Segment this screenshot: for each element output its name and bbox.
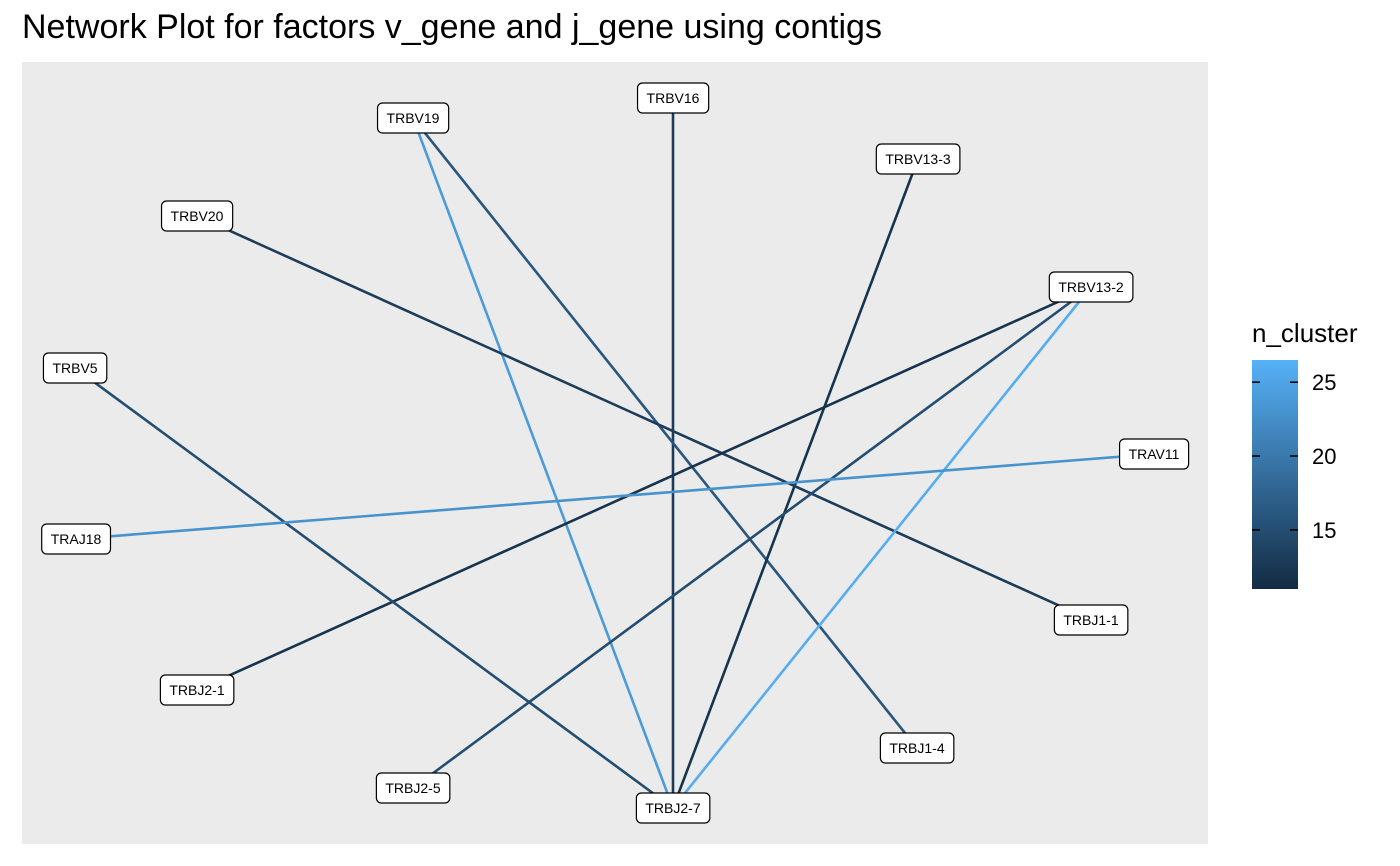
- node-label: TRBV13-2: [1058, 279, 1124, 295]
- legend-ticks: 15 20 25: [1252, 370, 1336, 543]
- node-box: [42, 352, 108, 384]
- edge-trbv19-trbj2-7: [411, 117, 675, 809]
- legend-tick-label: 15: [1312, 518, 1336, 543]
- node-trbv20: TRBV20: [160, 200, 234, 232]
- edge-trbv13-2-trbj2-1: [196, 285, 1092, 692]
- edge-trbv19-trbj1-4: [411, 117, 919, 749]
- edge-trbv13-2-trbj2-7: [671, 286, 1093, 809]
- node-label: TRBJ2-7: [645, 800, 700, 816]
- node-trbj2-5: TRBJ2-5: [375, 772, 451, 804]
- node-box: [160, 200, 234, 232]
- edge-trav11-traj18: [75, 452, 1155, 541]
- node-box: [159, 674, 235, 706]
- node-label: TRAJ18: [51, 531, 102, 547]
- node-box: [41, 523, 112, 555]
- node-trbj1-1: TRBJ1-1: [1053, 604, 1129, 636]
- node-label: TRAV11: [1129, 446, 1180, 462]
- node-trbv19: TRBV19: [376, 102, 450, 134]
- node-label: TRBV19: [387, 110, 440, 126]
- node-box: [1118, 438, 1190, 470]
- legend-title: n_cluster: [1252, 318, 1358, 348]
- node-box: [635, 792, 711, 824]
- node-label: TRBV5: [52, 360, 97, 376]
- colorbar: [1252, 360, 1298, 589]
- node-box: [375, 772, 451, 804]
- node-label: TRBV20: [171, 208, 224, 224]
- node-trbv13-2: TRBV13-2: [1048, 271, 1134, 303]
- legend-tick-label: 25: [1312, 370, 1336, 395]
- edges-layer: [74, 98, 1155, 810]
- edge-trbv20-trbj1-1: [196, 214, 1092, 622]
- node-trbj2-7: TRBJ2-7: [635, 792, 711, 824]
- node-trbj1-4: TRBJ1-4: [879, 732, 955, 764]
- edge-trbv13-2-trbj2-5: [412, 285, 1092, 790]
- node-box: [1053, 604, 1129, 636]
- plot-panel: [22, 62, 1208, 844]
- legend: n_cluster 15 20 25: [1252, 318, 1358, 589]
- node-box: [875, 143, 961, 175]
- nodes-layer: TRBV16 TRBV19 TRBV13-3 TRBV20 TRBV13-2 TRBV5 T…: [41, 82, 1190, 824]
- edge-trbv5-trbj2-7: [74, 366, 674, 810]
- node-label: TRBJ2-1: [169, 682, 224, 698]
- node-box: [1048, 271, 1134, 303]
- node-trbv5: TRBV5: [42, 352, 108, 384]
- node-trbv13-3: TRBV13-3: [875, 143, 961, 175]
- node-trav11: TRAV11: [1118, 438, 1190, 470]
- node-trbj2-1: TRBJ2-1: [159, 674, 235, 706]
- node-box: [879, 732, 955, 764]
- node-label: TRBJ1-4: [889, 740, 944, 756]
- node-label: TRBJ2-5: [385, 780, 440, 796]
- node-box: [636, 82, 710, 114]
- node-label: TRBJ1-1: [1063, 612, 1118, 628]
- chart-title: Network Plot for factors v_gene and j_ge…: [22, 8, 882, 46]
- node-label: TRBV16: [647, 90, 700, 106]
- node-trbv16: TRBV16: [636, 82, 710, 114]
- legend-tick-label: 20: [1312, 444, 1336, 469]
- node-box: [376, 102, 450, 134]
- node-traj18: TRAJ18: [41, 523, 112, 555]
- node-label: TRBV13-3: [885, 151, 951, 167]
